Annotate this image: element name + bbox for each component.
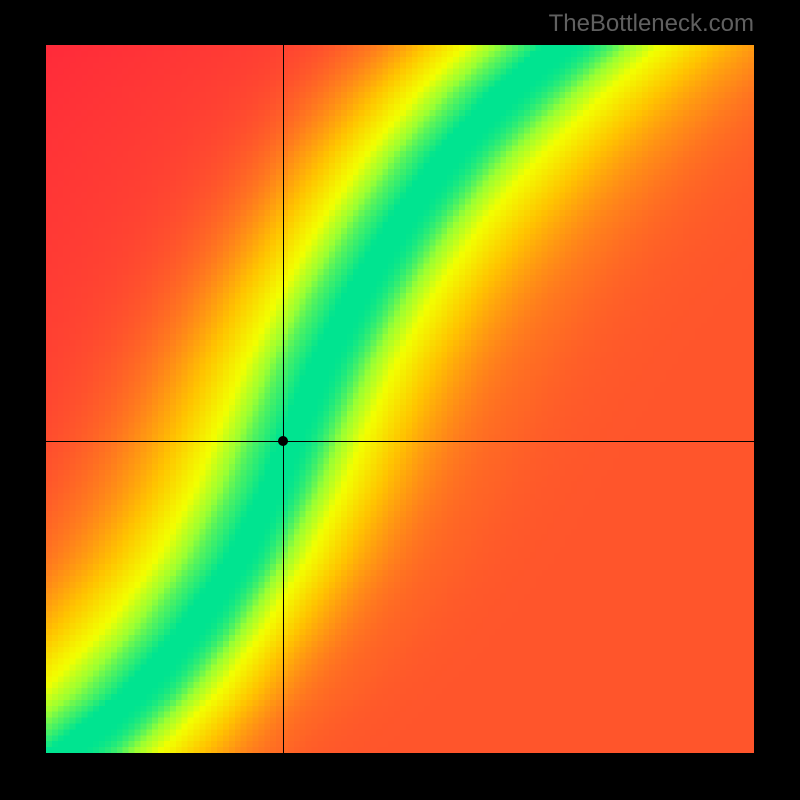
chart-container: TheBottleneck.com [0,0,800,800]
watermark-text: TheBottleneck.com [549,10,754,38]
crosshair-vertical [283,45,284,753]
crosshair-horizontal [46,441,754,442]
heatmap-canvas [46,45,754,753]
